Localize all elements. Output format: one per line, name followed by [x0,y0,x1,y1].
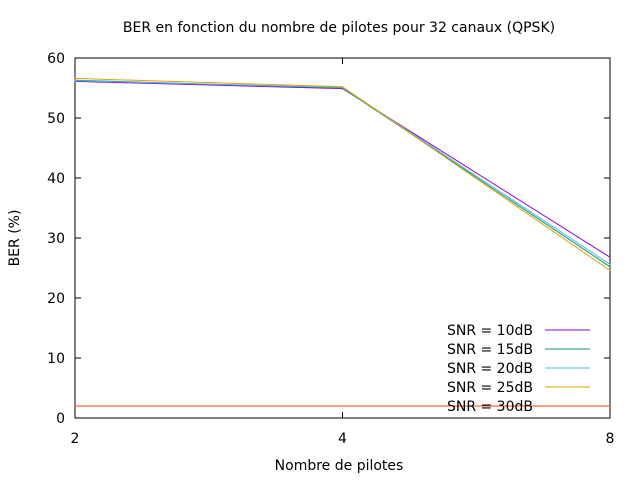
y-tick-label: 10 [47,351,65,367]
legend-label: SNR = 15dB [447,342,533,358]
data-point [609,269,611,271]
data-point [609,405,611,407]
legend-label: SNR = 30dB [447,399,533,415]
legend-label: SNR = 20dB [447,361,533,377]
y-tick-label: 60 [47,51,65,67]
x-axis-label: Nombre de pilotes [275,458,404,474]
data-point [74,405,76,407]
data-point [609,263,611,265]
chart-title: BER en fonction du nombre de pilotes pou… [123,20,555,36]
y-tick-label: 20 [47,291,65,307]
y-tick-label: 0 [56,411,65,427]
x-tick-label: 8 [606,431,615,447]
data-point [74,80,76,82]
series-line-2 [74,79,611,268]
series-line-1 [74,80,611,258]
data-point [609,266,611,268]
y-axis: 0 10 20 30 40 50 60 [47,51,610,427]
y-axis-label: BER (%) [7,210,23,267]
x-axis: 2 4 8 [71,58,615,447]
x-tick-label: 2 [71,431,80,447]
data-point [341,405,344,407]
y-tick-label: 50 [47,111,65,127]
legend-label: SNR = 25dB [447,380,533,396]
series-line-3 [74,80,611,265]
y-tick-label: 40 [47,171,65,187]
series-layer [74,77,611,407]
legend: SNR = 10dB SNR = 15dB SNR = 20dB SNR = 25dB… [447,323,590,415]
data-point [609,256,611,258]
legend-label: SNR = 10dB [447,323,533,339]
data-point [341,86,344,88]
x-tick-label: 4 [338,431,347,447]
series-line-4 [74,77,611,271]
data-point [74,77,76,79]
y-tick-label: 30 [47,231,65,247]
